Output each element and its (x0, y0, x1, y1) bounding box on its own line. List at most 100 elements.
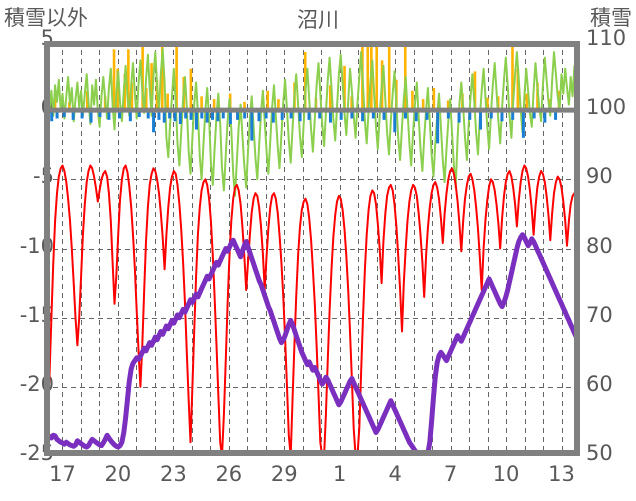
x-tick: 1 (333, 462, 347, 486)
blue-bar (264, 110, 268, 119)
orange-bar (150, 63, 153, 111)
orange-bar (375, 43, 378, 111)
orange-bar (303, 52, 307, 111)
blue-bar (382, 110, 386, 120)
x-tick: 20 (104, 462, 132, 486)
blue-bar (221, 110, 225, 119)
blue-bar (62, 110, 66, 118)
blue-bar (250, 110, 254, 141)
blue-bar (107, 110, 111, 120)
blue-bar (403, 110, 407, 119)
y-tick-right: 70 (586, 302, 613, 327)
x-tick: 29 (270, 462, 298, 486)
orange-bar (328, 85, 332, 111)
blue-bar (414, 110, 418, 122)
x-tick: 10 (492, 462, 520, 486)
orange-bar (277, 99, 280, 111)
x-tick: 23 (160, 462, 187, 486)
blue-bar (339, 110, 343, 120)
blue-bar (361, 110, 365, 122)
chart-canvas (44, 41, 580, 456)
y-tick-right: 50 (586, 441, 613, 465)
orange-bar (350, 96, 353, 111)
blue-bar (511, 110, 515, 120)
y-tick-right: 100 (586, 95, 627, 120)
blue-bar (500, 110, 504, 122)
blue-bar (298, 110, 302, 122)
orange-bar (343, 65, 346, 111)
y-tick-right: 80 (586, 233, 613, 258)
orange-bar (68, 101, 71, 111)
blue-bar (98, 110, 102, 118)
blue-bar (436, 110, 440, 144)
blue-bar (71, 110, 75, 120)
blue-bar (280, 110, 284, 120)
x-tick: 7 (443, 462, 458, 486)
orange-bar (130, 82, 134, 111)
blue-bar (118, 110, 122, 119)
blue-bar (189, 110, 193, 120)
blue-bar (55, 110, 59, 119)
blue-bar (173, 110, 177, 122)
blue-bar (468, 110, 472, 120)
blue-bar (89, 110, 93, 123)
orange-bar (53, 97, 57, 111)
orange-bar (421, 99, 425, 111)
orange-bar (243, 101, 246, 111)
blue-bar (350, 110, 354, 119)
blue-bar (393, 110, 397, 133)
blue-bar (200, 110, 204, 119)
blue-bar (194, 110, 198, 130)
blue-bar (152, 110, 156, 133)
y-tick-right: 90 (586, 164, 613, 189)
orange-bar (473, 71, 477, 111)
x-tick: 4 (388, 462, 402, 486)
blue-bar (532, 110, 536, 119)
y-tick-right: 110 (586, 26, 627, 50)
blue-bar (178, 110, 182, 124)
blue-bar (80, 110, 84, 119)
blue-bar (236, 110, 240, 120)
orange-bar (160, 46, 164, 111)
orange-bar (387, 43, 391, 111)
orange-bar (366, 43, 370, 111)
orange-bar (127, 49, 130, 111)
blue-bar (216, 110, 220, 122)
orange-bar (525, 93, 529, 111)
blue-bar (446, 110, 450, 119)
orange-bar (212, 99, 216, 111)
blue-bar (128, 110, 132, 122)
blue-bar (205, 110, 209, 123)
chart-title: 沼川 (297, 8, 339, 32)
blue-bar (211, 110, 215, 120)
green-line-series (44, 48, 580, 197)
blue-bar-series (50, 110, 558, 144)
left-axis-title: 積雪以外 (4, 6, 88, 30)
blue-bar (271, 110, 275, 123)
blue-bar (184, 110, 188, 119)
blue-bar (289, 110, 293, 119)
blue-bar (489, 110, 493, 119)
blue-bar (521, 110, 525, 138)
blue-bar (457, 110, 461, 123)
orange-bar (166, 93, 169, 111)
x-tick: 17 (49, 462, 76, 486)
blue-bar (425, 110, 429, 120)
right-axis-title: 積雪 (590, 6, 632, 30)
orange-bar (516, 68, 520, 111)
blue-bar (162, 110, 166, 123)
blue-bar (157, 110, 161, 120)
x-tick: 13 (548, 462, 575, 486)
blue-bar (328, 110, 332, 123)
plot-area (44, 41, 580, 456)
orange-bar (175, 46, 178, 111)
orange-bar (144, 88, 148, 111)
blue-bar (479, 110, 483, 130)
blue-bar (257, 110, 261, 122)
blue-bar (168, 110, 172, 119)
blue-bar (50, 110, 54, 122)
blue-bar (543, 110, 547, 123)
orange-bar (432, 88, 436, 111)
x-tick: 26 (215, 462, 243, 486)
blue-bar (228, 110, 232, 124)
